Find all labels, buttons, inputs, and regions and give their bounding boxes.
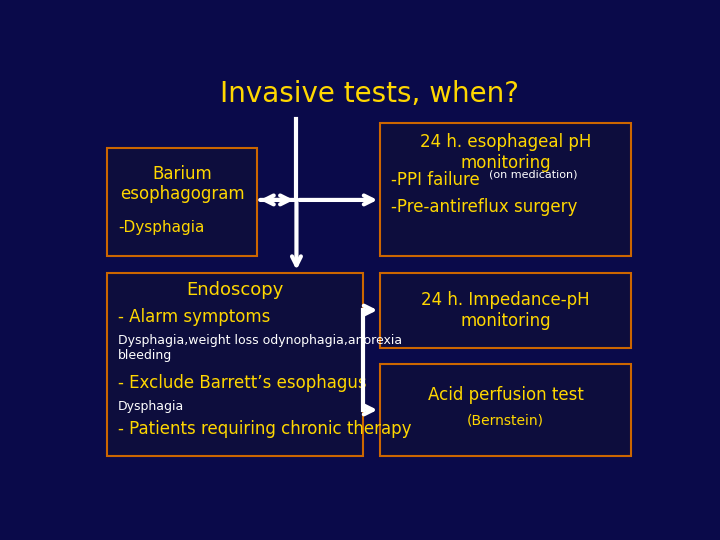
Text: - Patients requiring chronic therapy: - Patients requiring chronic therapy [118, 420, 411, 438]
FancyBboxPatch shape [107, 148, 258, 256]
Text: (on medication): (on medication) [489, 169, 577, 179]
Text: (Bernstein): (Bernstein) [467, 413, 544, 427]
Text: -PPI failure: -PPI failure [392, 171, 480, 189]
Text: Barium
esophagogram: Barium esophagogram [120, 165, 244, 204]
Text: -Pre-antireflux surgery: -Pre-antireflux surgery [392, 198, 577, 216]
Text: -Dysphagia: -Dysphagia [118, 220, 204, 235]
Text: Dysphagia,weight loss odynophagia,anorexia
bleeding: Dysphagia,weight loss odynophagia,anorex… [118, 334, 402, 362]
Text: Dysphagia: Dysphagia [118, 400, 184, 413]
Text: - Alarm symptoms: - Alarm symptoms [118, 308, 270, 326]
FancyBboxPatch shape [380, 364, 631, 456]
Text: - Exclude Barrett’s esophagus: - Exclude Barrett’s esophagus [118, 374, 366, 392]
Text: Invasive tests, when?: Invasive tests, when? [220, 80, 518, 108]
Text: 24 h. Impedance-pH
monitoring: 24 h. Impedance-pH monitoring [421, 291, 590, 329]
FancyBboxPatch shape [380, 273, 631, 348]
Text: Acid perfusion test: Acid perfusion test [428, 386, 584, 404]
Text: Endoscopy: Endoscopy [186, 281, 284, 299]
FancyBboxPatch shape [107, 273, 364, 456]
FancyBboxPatch shape [380, 123, 631, 256]
Text: 24 h. esophageal pH
monitoring: 24 h. esophageal pH monitoring [420, 133, 591, 172]
